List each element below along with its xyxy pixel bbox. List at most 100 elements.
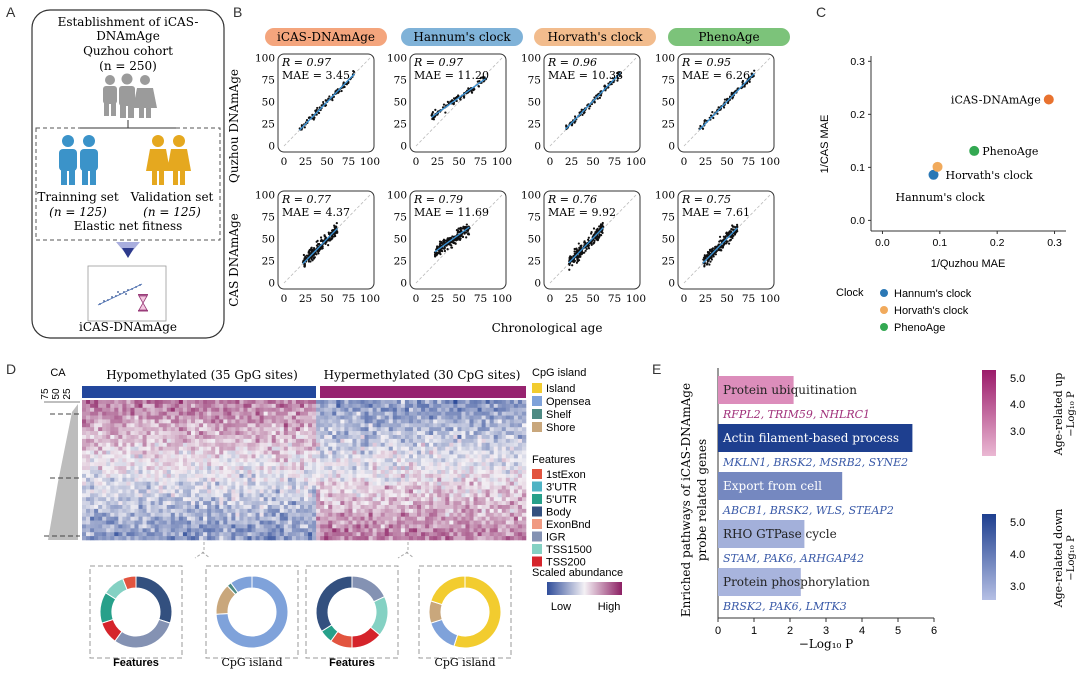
scatter-point	[436, 245, 439, 248]
scatter-point	[730, 92, 733, 96]
stat-mae: MAE = 9.92	[548, 206, 616, 219]
scatter-point	[455, 228, 459, 232]
c-x-tick: 0.1	[933, 237, 948, 249]
x-tick: 100	[626, 156, 646, 168]
e-x-tick: 6	[931, 625, 937, 637]
c-legend-label: Horvath's clock	[894, 305, 969, 317]
fit-line	[434, 226, 470, 253]
x-tick: 100	[360, 293, 380, 305]
donut-3-segment-3	[430, 575, 466, 606]
scatter-point	[316, 242, 320, 246]
scatter-point	[714, 245, 718, 248]
y-tick: 50	[394, 234, 407, 246]
panel-d-heatmap: CA 75 50 25 Hypomethylated (35 GpG sites…	[40, 367, 623, 669]
donut-label-1: Features	[113, 657, 159, 669]
scatter-point	[446, 237, 449, 240]
fit-line	[302, 227, 338, 265]
panel-a-workflow: Establishment of iCAS- DNAmAge Quzhou co…	[31, 9, 225, 339]
e-bar-4	[718, 568, 801, 596]
method-label: Elastic net fitness	[74, 219, 183, 233]
scatter-point	[462, 96, 466, 99]
scatter-point	[723, 98, 727, 101]
down-tick-5: 5.0	[1010, 517, 1025, 529]
scatter-point	[448, 243, 451, 246]
workflow-frame	[31, 9, 225, 339]
x-tick: 25	[699, 293, 712, 305]
cpg-legend-title: CpG island	[532, 367, 586, 379]
scatter-point	[599, 224, 602, 227]
scatter-point	[575, 248, 578, 251]
up-sub: −Log₁₀ P	[1066, 391, 1077, 437]
e-ylabel-1: Enriched pathways of iCAS-DNAmAge	[679, 383, 693, 617]
e-x-tick: 0	[715, 625, 721, 637]
scatter-point	[579, 245, 583, 249]
scatter-point	[601, 231, 604, 234]
y-tick: 0	[668, 141, 675, 153]
donut-0-segment-0	[135, 575, 173, 624]
x-tick: 0	[681, 293, 688, 305]
scatter-point	[337, 91, 340, 94]
panel-c-scatter: 0.0 0.1 0.2 0.3 0.0 0.1 0.2 0.3 Hannum's clock H…	[819, 56, 1066, 334]
x-tick: 100	[492, 156, 512, 168]
cohort-people-icon	[103, 73, 157, 118]
scatter-point	[741, 79, 745, 83]
x-tick: 100	[492, 293, 512, 305]
scatter-point	[708, 248, 712, 251]
y-tick: 0	[534, 141, 541, 153]
scatter-point	[459, 234, 462, 238]
cpg-legend-label: Shelf	[546, 409, 572, 421]
scatter-point	[574, 120, 577, 123]
clock-header-label-0: iCAS-DNAmAge	[277, 30, 375, 44]
y-tick: 75	[662, 212, 675, 224]
scatter-point	[322, 100, 325, 104]
y-tick: 50	[262, 97, 275, 109]
up-label: Age-related up	[1052, 373, 1065, 457]
clock-header-0	[265, 28, 387, 46]
scatter-point	[310, 258, 313, 261]
scatter-point	[600, 234, 603, 237]
scatter-point	[585, 247, 588, 251]
scatter-point	[719, 246, 723, 249]
abundance-high: High	[598, 601, 621, 613]
y-tick: 75	[394, 75, 407, 87]
y-tick: 50	[262, 234, 275, 246]
scatter-point	[472, 89, 475, 92]
scatter-point	[568, 268, 571, 271]
x-tick: 50	[720, 156, 733, 168]
scatter-point	[712, 116, 715, 120]
x-tick: 25	[299, 156, 312, 168]
donut-1-segment-0	[215, 575, 289, 649]
x-tick: 25	[299, 293, 312, 305]
scatter-point	[718, 235, 722, 238]
scatter-point	[583, 251, 586, 254]
cpg-swatch	[532, 396, 542, 406]
y-tick: 100	[255, 53, 275, 65]
y-tick: 75	[394, 212, 407, 224]
e-x-tick: 1	[751, 625, 757, 637]
stat-mae: MAE = 4.37	[282, 206, 350, 219]
c-point-hannumsclock	[928, 169, 939, 180]
hypo-title: Hypomethylated (35 GpG sites)	[106, 368, 298, 382]
y-tick: 0	[400, 141, 407, 153]
scatter-point	[312, 257, 315, 260]
y-tick: 0	[268, 141, 275, 153]
scatter-point	[725, 232, 728, 235]
scatter-point	[434, 251, 437, 254]
e-bar-label: Export from cell	[723, 479, 822, 493]
scatter-point	[315, 240, 318, 243]
feature-swatch	[532, 531, 542, 542]
scatter-point	[302, 253, 305, 257]
scatter-point	[714, 253, 717, 256]
e-bar-0	[718, 376, 794, 404]
fit-line	[298, 73, 356, 131]
x-tick: 100	[760, 293, 780, 305]
e-gene-list: RFPL2, TRIM59, NHLRC1	[722, 408, 870, 421]
fit-line	[564, 72, 622, 130]
down-label: Age-related down	[1052, 509, 1065, 609]
y-tick: 50	[394, 97, 407, 109]
training-n: (n = 125)	[49, 205, 107, 219]
scatter-point	[736, 229, 739, 233]
clock-header-1	[401, 28, 523, 46]
